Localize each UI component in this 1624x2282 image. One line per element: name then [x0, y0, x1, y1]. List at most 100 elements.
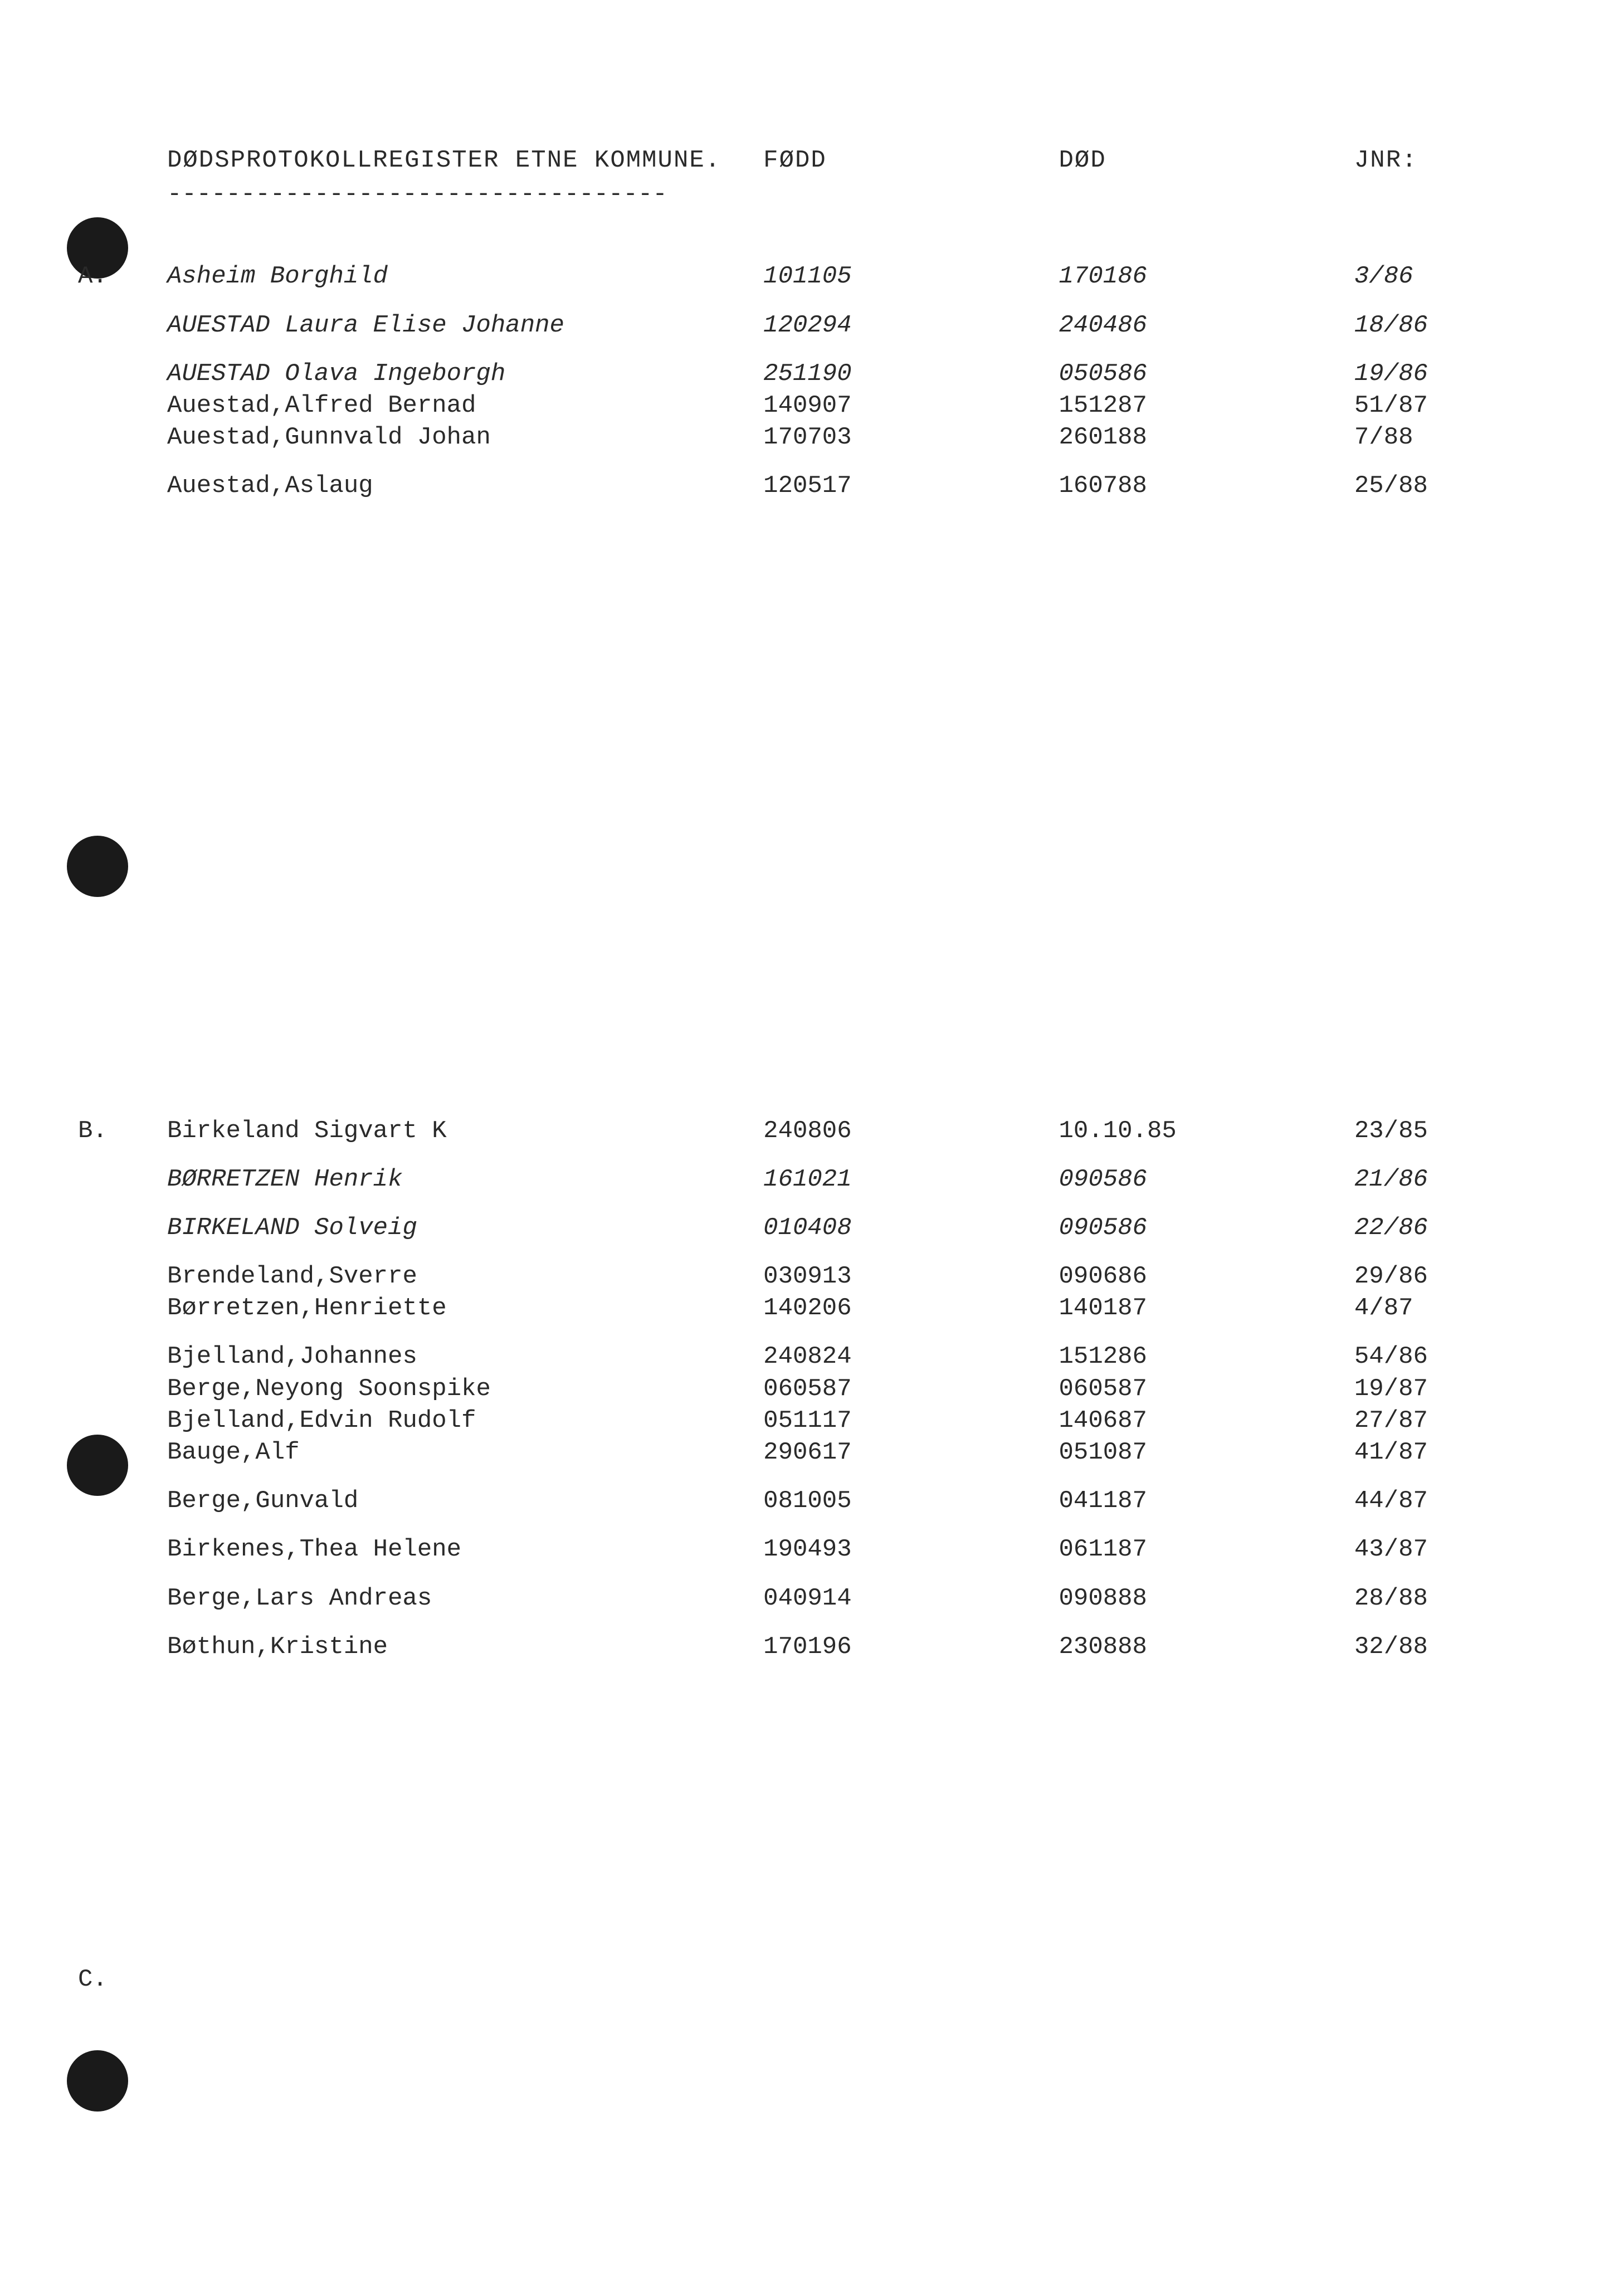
entry-dod: 240486	[1059, 310, 1354, 342]
entry-dod: 050586	[1059, 358, 1354, 390]
entry-row: Bjelland,Johannes24082415128654/86	[167, 1341, 1513, 1373]
section: A.Asheim Borghild1011051701863/86AUESTAD…	[167, 261, 1513, 502]
entry-jnr: 23/85	[1354, 1115, 1513, 1147]
document-page: DØDSPROTOKOLLREGISTER ETNE KOMMUNE. FØDD…	[0, 0, 1624, 2282]
entry-jnr: 27/87	[1354, 1405, 1513, 1437]
entry-fodd: 190493	[763, 1534, 1059, 1566]
entry-dod: 170186	[1059, 261, 1354, 292]
entry-fodd: 081005	[763, 1485, 1059, 1517]
entry-jnr: 18/86	[1354, 310, 1513, 342]
entry-name: AUESTAD Laura Elise Johanne	[167, 310, 763, 342]
entry-row: Auestad,Alfred Bernad14090715128751/87	[167, 390, 1513, 422]
entry-dod: 260188	[1059, 422, 1354, 454]
entry-jnr: 28/88	[1354, 1583, 1513, 1615]
entry-fodd: 251190	[763, 358, 1059, 390]
entry-dod: 160788	[1059, 470, 1354, 502]
entry-row: Berge,Lars Andreas04091409088828/88	[167, 1583, 1513, 1615]
entry-jnr: 19/87	[1354, 1373, 1513, 1405]
entry-fodd: 051117	[763, 1405, 1059, 1437]
entry-name: Brendeland,Sverre	[167, 1261, 763, 1293]
entry-dod: 051087	[1059, 1437, 1354, 1469]
entry-row: AUESTAD Olava Ingeborgh25119005058619/86	[167, 358, 1513, 390]
header-col-fodd: FØDD	[763, 145, 1059, 177]
entry-name: Auestad,Gunnvald Johan	[167, 422, 763, 454]
entry-fodd: 120517	[763, 470, 1059, 502]
entry-fodd: 170196	[763, 1631, 1059, 1663]
entry-row: Brendeland,Sverre03091309068629/86	[167, 1261, 1513, 1293]
entry-row: Auestad,Gunnvald Johan1707032601887/88	[167, 422, 1513, 454]
header-row: DØDSPROTOKOLLREGISTER ETNE KOMMUNE. FØDD…	[167, 145, 1513, 177]
entry-jnr: 51/87	[1354, 390, 1513, 422]
entry-jnr: 21/86	[1354, 1164, 1513, 1196]
entry-row: BØRRETZEN Henrik16102109058621/86	[167, 1164, 1513, 1196]
entry-dod: 090586	[1059, 1164, 1354, 1196]
entry-jnr: 25/88	[1354, 470, 1513, 502]
entry-jnr: 22/86	[1354, 1212, 1513, 1244]
entry-dod: 140687	[1059, 1405, 1354, 1437]
entry-name: Birkenes,Thea Helene	[167, 1534, 763, 1566]
section-label: A.	[78, 261, 108, 292]
entry-fodd: 161021	[763, 1164, 1059, 1196]
entry-name: BØRRETZEN Henrik	[167, 1164, 763, 1196]
entry-row: Berge,Gunvald08100504118744/87	[167, 1485, 1513, 1517]
entry-jnr: 41/87	[1354, 1437, 1513, 1469]
entry-row: BIRKELAND Solveig01040809058622/86	[167, 1212, 1513, 1244]
entry-row: Auestad,Aslaug12051716078825/88	[167, 470, 1513, 502]
entry-fodd: 040914	[763, 1583, 1059, 1615]
punch-hole	[67, 2050, 128, 2112]
entry-row: Birkenes,Thea Helene19049306118743/87	[167, 1534, 1513, 1566]
entry-jnr: 4/87	[1354, 1293, 1513, 1324]
punch-hole	[67, 836, 128, 897]
entries: Birkeland Sigvart K24080610.10.8523/85 BØ…	[167, 1115, 1513, 1663]
entry-dod: 090686	[1059, 1261, 1354, 1293]
entry-jnr: 3/86	[1354, 261, 1513, 292]
entry-fodd: 030913	[763, 1261, 1059, 1293]
entry-fodd: 140206	[763, 1293, 1059, 1324]
entry-dod: 041187	[1059, 1485, 1354, 1517]
entry-fodd: 170703	[763, 422, 1059, 454]
entry-jnr: 44/87	[1354, 1485, 1513, 1517]
header-col-dod: DØD	[1059, 145, 1354, 177]
entry-name: Berge,Neyong Soonspike	[167, 1373, 763, 1405]
entry-name: Auestad,Alfred Bernad	[167, 390, 763, 422]
entry-dod: 060587	[1059, 1373, 1354, 1405]
entry-dod: 10.10.85	[1059, 1115, 1354, 1147]
entry-fodd: 101105	[763, 261, 1059, 292]
punch-hole	[67, 1435, 128, 1496]
entry-dod: 151287	[1059, 390, 1354, 422]
entry-jnr: 54/86	[1354, 1341, 1513, 1373]
entry-name: Bjelland,Edvin Rudolf	[167, 1405, 763, 1437]
entry-dod: 230888	[1059, 1631, 1354, 1663]
header-underline: ----------------------------------	[167, 179, 1513, 211]
entry-row: AUESTAD Laura Elise Johanne1202942404861…	[167, 310, 1513, 342]
entry-dod: 090586	[1059, 1212, 1354, 1244]
sections-container: A.Asheim Borghild1011051701863/86AUESTAD…	[167, 261, 1513, 1663]
entry-name: AUESTAD Olava Ingeborgh	[167, 358, 763, 390]
entry-name: Bauge,Alf	[167, 1437, 763, 1469]
entry-fodd: 140907	[763, 390, 1059, 422]
entry-name: Auestad,Aslaug	[167, 470, 763, 502]
entry-fodd: 240806	[763, 1115, 1059, 1147]
entry-row: Børretzen,Henriette1402061401874/87	[167, 1293, 1513, 1324]
entry-fodd: 240824	[763, 1341, 1059, 1373]
entry-row: Asheim Borghild1011051701863/86	[167, 261, 1513, 292]
entry-dod: 140187	[1059, 1293, 1354, 1324]
entries: Asheim Borghild1011051701863/86 AUESTAD L…	[167, 261, 1513, 502]
section-label: B.	[78, 1115, 108, 1147]
entry-dod: 151286	[1059, 1341, 1354, 1373]
entry-name: Bjelland,Johannes	[167, 1341, 763, 1373]
entry-row: Berge,Neyong Soonspike06058706058719/87	[167, 1373, 1513, 1405]
section: B.Birkeland Sigvart K24080610.10.8523/85…	[167, 1115, 1513, 1663]
entry-name: Birkeland Sigvart K	[167, 1115, 763, 1147]
entry-fodd: 290617	[763, 1437, 1059, 1469]
entry-dod: 061187	[1059, 1534, 1354, 1566]
entry-name: BIRKELAND Solveig	[167, 1212, 763, 1244]
entry-fodd: 060587	[763, 1373, 1059, 1405]
entry-name: Berge,Gunvald	[167, 1485, 763, 1517]
entry-jnr: 19/86	[1354, 358, 1513, 390]
section-label: C.	[78, 1964, 108, 1996]
header-col-jnr: JNR:	[1354, 145, 1513, 177]
entry-fodd: 120294	[763, 310, 1059, 342]
entry-row: Bjelland,Edvin Rudolf05111714068727/87	[167, 1405, 1513, 1437]
entry-row: Birkeland Sigvart K24080610.10.8523/85	[167, 1115, 1513, 1147]
